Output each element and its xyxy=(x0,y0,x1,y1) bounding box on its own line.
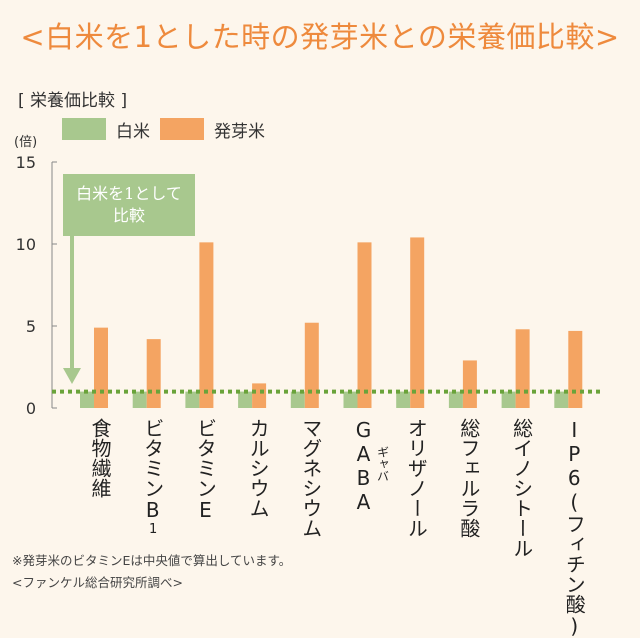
bar-germinated-rice xyxy=(568,330,583,408)
bar-germinated-rice xyxy=(304,322,319,408)
bar-germinated-rice xyxy=(357,242,372,408)
y-tick-label: 5 xyxy=(26,317,36,336)
callout-arrow-head xyxy=(63,368,81,384)
x-tick-label: オリザノール xyxy=(404,418,428,538)
bar-white-rice xyxy=(185,391,200,408)
y-axis-unit: (倍) xyxy=(14,135,38,150)
bar-white-rice xyxy=(396,391,411,408)
x-tick-label-subscript: 1 xyxy=(145,522,161,537)
bar-white-rice xyxy=(80,391,94,408)
x-tick-label-text: ビタミンE xyxy=(193,418,218,522)
x-tick-label: IP6(フィチン酸) xyxy=(562,418,586,638)
legend-item-germinated-rice: 発芽米 xyxy=(160,118,265,142)
x-tick-label-text: オリザノール xyxy=(404,418,429,538)
callout-line-1: 白米を1として xyxy=(76,184,182,203)
bar-white-rice xyxy=(132,391,147,408)
x-tick-label: 総フェルラ酸 xyxy=(457,418,481,538)
bar-germinated-rice xyxy=(410,237,425,408)
x-tick-label: カルシウム xyxy=(246,418,270,518)
bar-germinated-rice xyxy=(252,383,267,408)
x-tick-label-text: ビタミンB xyxy=(140,418,165,522)
source-note: <ファンケル総合研究所調べ> xyxy=(12,575,183,590)
bar-white-rice xyxy=(554,391,569,408)
bar-germinated-rice xyxy=(462,360,477,408)
bar-germinated-rice xyxy=(515,329,530,408)
bar-white-rice xyxy=(448,391,463,408)
x-tick-label-text: 食物繊維 xyxy=(88,418,112,498)
callout-line-2: 比較 xyxy=(112,206,145,225)
section-label: [ 栄養価比較 ] xyxy=(18,91,128,111)
legend-label-germinated-rice: 発芽米 xyxy=(214,121,265,142)
x-tick-label-text: 総イノシトール xyxy=(509,418,534,558)
legend-item-white-rice: 白米 xyxy=(62,118,150,142)
x-tick-label-text: GABA xyxy=(351,418,376,514)
bar-white-rice xyxy=(501,391,516,408)
bar-white-rice xyxy=(238,391,253,408)
x-tick-label-text: カルシウム xyxy=(246,418,271,518)
x-tick-label: GABA xyxy=(352,418,376,514)
legend-swatch-white-rice xyxy=(62,118,106,140)
x-tick-label: 食物繊維 xyxy=(88,418,112,498)
y-tick-label: 10 xyxy=(16,235,36,254)
bar-white-rice xyxy=(343,391,358,408)
page-title: <白米を1とした時の発芽米との栄養価比較> xyxy=(20,20,620,54)
x-tick-label: 総イノシトール xyxy=(510,418,534,558)
legend-swatch-germinated-rice xyxy=(160,118,204,140)
x-tick-label: マグネシウム xyxy=(299,418,323,538)
baseline-callout: 白米を1として 比較 xyxy=(63,174,195,236)
y-tick-label: 0 xyxy=(26,399,36,418)
x-tick-label-reading: ギャバ xyxy=(375,446,390,482)
legend-label-white-rice: 白米 xyxy=(116,121,150,142)
bar-germinated-rice xyxy=(94,327,108,408)
bar-white-rice xyxy=(290,391,305,408)
bar-germinated-rice xyxy=(199,242,214,408)
bar-germinated-rice xyxy=(146,339,161,408)
y-tick-label: 15 xyxy=(16,153,36,172)
bar-chart: 0 5 10 15 xyxy=(16,153,600,418)
x-tick-label-text: 総フェルラ酸 xyxy=(456,418,481,538)
x-tick-label-text: IP6(フィチン酸) xyxy=(562,418,587,638)
x-tick-label: ビタミンE xyxy=(193,418,217,522)
x-tick-label-text: マグネシウム xyxy=(298,418,323,538)
footnote: ※発芽米のビタミンEは中央値で算出しています。 xyxy=(12,553,292,568)
x-tick-label: ビタミンB1 xyxy=(141,418,165,537)
